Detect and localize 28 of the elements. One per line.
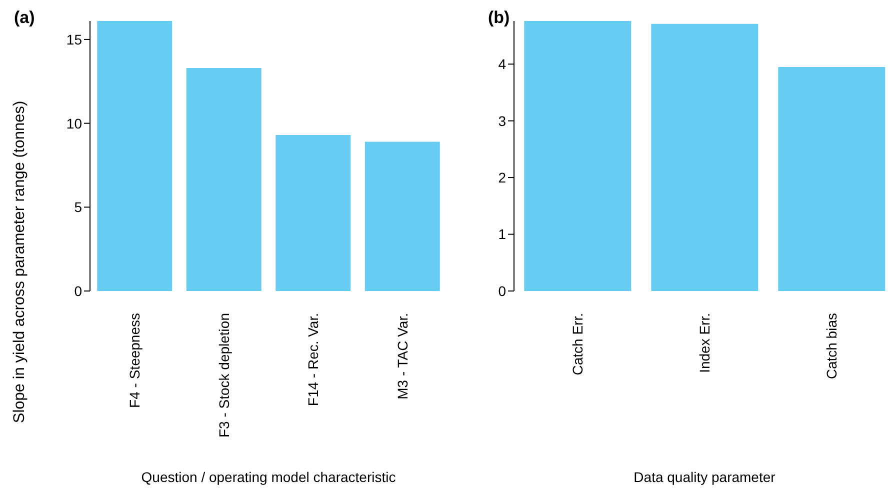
x-tick-label: Catch Err. [570,313,586,376]
x-tick-label: Catch bias [824,313,840,380]
x-tick-label: F4 - Steepness [126,313,143,408]
x-tick-label: F3 - Stock depletion [216,313,232,438]
y-tick-label: 10 [66,115,82,132]
y-tick-label: 5 [74,199,82,216]
bar [524,21,632,291]
bar [276,135,351,291]
chart-title: (b) [488,8,510,28]
y-tick-label: 1 [498,226,506,242]
x-tick-label: M3 - TAC Var. [394,313,410,400]
y-tick-label: 2 [498,170,506,186]
bar [97,21,172,291]
bar [651,24,758,291]
y-axis-title: Slope in yield across parameter range (tonnes) [11,100,28,424]
y-tick-label: 4 [498,56,506,72]
chart-title: (a) [14,8,35,28]
x-axis-title: Question / operating model characteristic [141,469,396,485]
y-tick-label: 0 [74,282,82,299]
bar [778,66,886,291]
x-axis-title: Data quality parameter [634,469,776,485]
bar [364,142,440,291]
x-tick-label: F14 - Rec. Var. [305,313,322,406]
y-tick-label: 15 [66,31,82,48]
bar [186,68,262,291]
y-tick-label: 0 [498,282,506,299]
y-tick-label: 3 [498,112,506,129]
x-tick-label: Index Err. [696,313,712,373]
